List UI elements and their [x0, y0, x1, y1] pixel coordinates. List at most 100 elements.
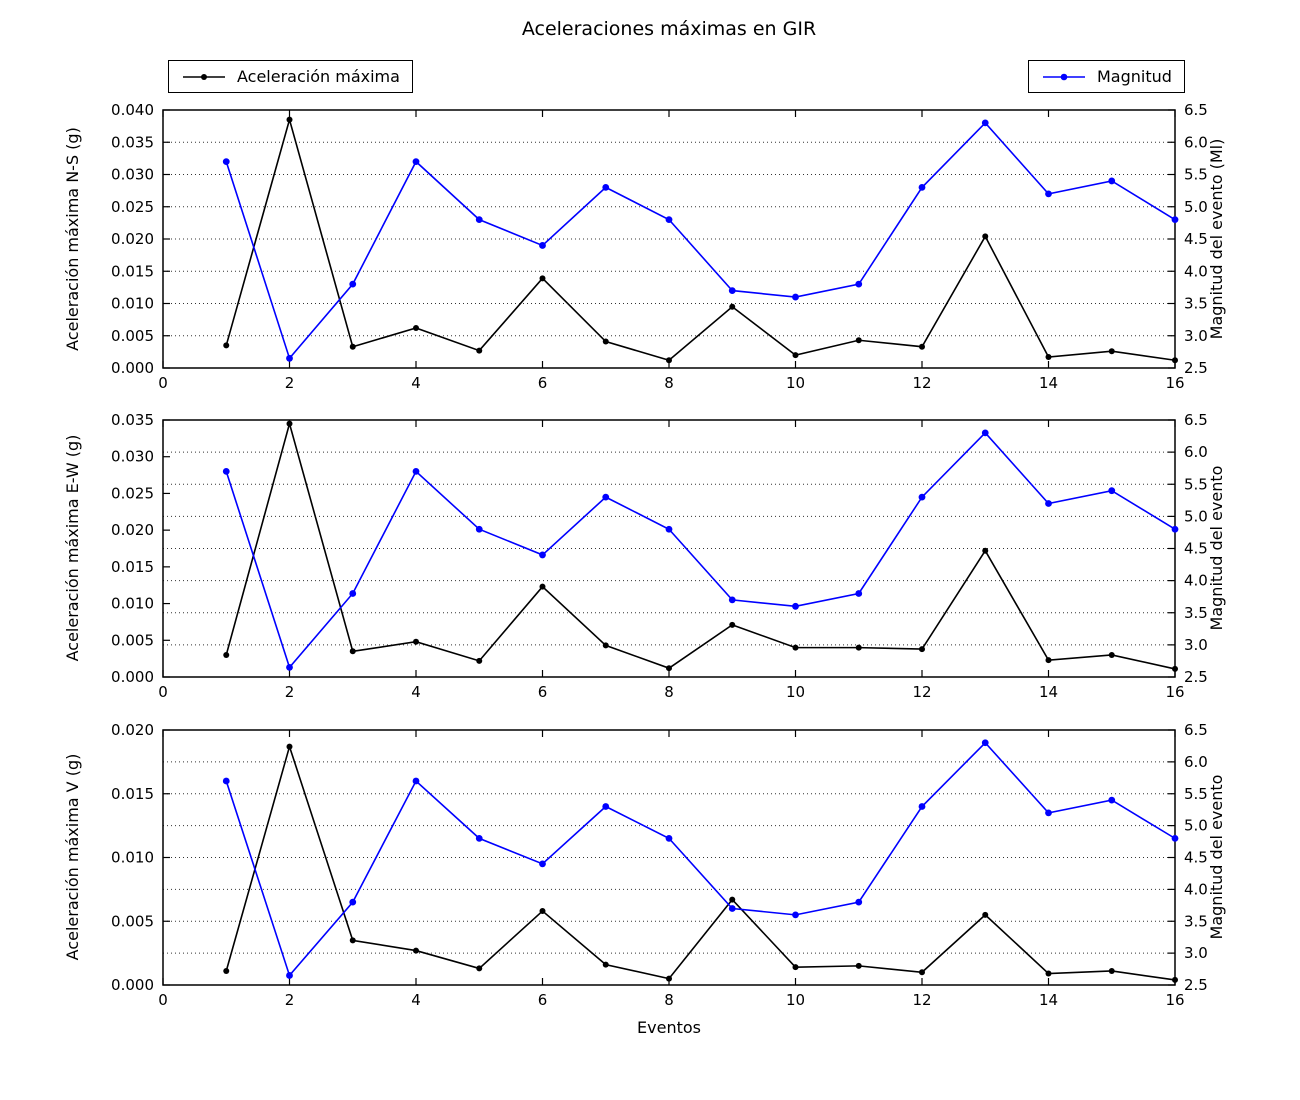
data-point-marker [286, 743, 293, 750]
data-point-marker [792, 911, 799, 919]
data-point-marker [475, 525, 483, 533]
data-point-marker [413, 638, 419, 645]
y-tick-label-right: 4.0 [1184, 572, 1208, 590]
x-tick-label: 16 [1165, 374, 1184, 392]
data-point-marker [539, 860, 546, 868]
legend-marker-dot [1060, 73, 1068, 80]
y-tick-label-left: 0.025 [111, 198, 154, 216]
data-point-marker [729, 896, 736, 903]
x-tick-label: 12 [912, 374, 931, 392]
data-point-marker [1045, 970, 1052, 977]
data-point-marker [539, 551, 546, 559]
magnitude-line [225, 741, 1176, 978]
data-point-marker [1172, 357, 1178, 364]
data-point-marker [349, 937, 356, 944]
y-tick-label-left: 0.000 [111, 668, 154, 686]
data-point-marker [412, 468, 420, 475]
data-point-marker [1045, 500, 1052, 507]
x-tick-label: 2 [285, 374, 295, 392]
data-point-marker [349, 648, 356, 655]
y-tick-label-left: 0.020 [111, 521, 154, 539]
legend-magnitude: Magnitud [1028, 60, 1185, 93]
x-tick-label: 2 [285, 991, 295, 1009]
y-tick-label-right: 4.0 [1184, 262, 1208, 280]
data-point-marker [729, 621, 736, 628]
y-tick-label-right: 3.0 [1184, 944, 1208, 962]
data-point-marker [476, 657, 483, 664]
y-tick-label-left: 0.020 [111, 721, 154, 739]
data-point-marker [1108, 967, 1115, 974]
y-tick-label-right: 3.0 [1184, 636, 1208, 654]
y-tick-label-left: 0.005 [111, 912, 154, 930]
data-point-marker [1108, 348, 1115, 355]
data-point-marker [1171, 834, 1179, 842]
y-tick-label-right: 2.5 [1184, 668, 1208, 686]
x-tick-label: 10 [786, 683, 805, 701]
data-point-marker [792, 644, 799, 651]
data-point-marker [602, 338, 609, 345]
x-tick-label: 16 [1165, 683, 1184, 701]
data-point-marker [349, 280, 357, 288]
data-point-marker [981, 119, 989, 127]
data-point-marker [539, 275, 546, 282]
y-tick-label-right: 4.5 [1184, 230, 1208, 248]
magnitude-line [225, 121, 1176, 360]
data-point-marker [981, 739, 989, 747]
data-point-marker [855, 962, 862, 969]
data-point-marker [666, 975, 672, 982]
legend-magnitude-label: Magnitud [1097, 67, 1172, 86]
data-point-marker [918, 803, 926, 810]
legend-acceleration-sample [183, 73, 225, 80]
y-tick-label-right: 4.5 [1184, 540, 1208, 558]
x-tick-label: 4 [411, 991, 421, 1009]
x-tick-label: 6 [538, 374, 548, 392]
data-point-marker [792, 964, 799, 971]
data-point-marker [918, 184, 926, 191]
data-point-marker [855, 590, 863, 597]
data-point-marker [1108, 796, 1116, 804]
data-point-marker [919, 646, 925, 653]
y-tick-label-right: 6.5 [1184, 721, 1208, 739]
y-tick-label-right: 3.5 [1184, 295, 1208, 313]
data-point-marker [728, 287, 736, 294]
y-tick-label-right: 4.0 [1184, 880, 1208, 898]
data-point-marker [1045, 354, 1052, 361]
data-point-marker [1171, 525, 1179, 533]
data-point-marker [918, 493, 926, 501]
x-tick-label: 12 [912, 991, 931, 1009]
y-tick-label-right: 5.0 [1184, 198, 1208, 216]
data-point-marker [665, 525, 673, 533]
y-tick-label-left: 0.005 [111, 631, 154, 649]
data-point-marker [855, 337, 862, 344]
magnitude-line [225, 431, 1176, 669]
x-tick-label: 12 [912, 683, 931, 701]
data-point-marker [476, 965, 483, 972]
data-point-marker [539, 908, 546, 915]
subplot-ns: 0 2 4 6 8 10 12 14 16 0.000 0.005 0.010 0.015 0.020 0.… [111, 101, 1208, 392]
data-point-marker [1108, 651, 1115, 658]
data-point-marker [286, 116, 293, 123]
legend-acceleration: Aceleración máxima [168, 60, 413, 93]
data-point-marker [223, 651, 230, 658]
data-point-marker [792, 293, 799, 301]
x-tick-label: 14 [1039, 374, 1058, 392]
ylabel-right-v: Magnitud del evento [1207, 775, 1226, 940]
y-tick-label-left: 0.015 [111, 262, 154, 280]
subplot-ew: 0 2 4 6 8 10 12 14 16 0.000 0.005 0.010 0.015 0.020 0.… [111, 411, 1208, 701]
y-tick-label-left: 0.000 [111, 359, 154, 377]
data-point-marker [349, 590, 357, 597]
data-point-marker [982, 911, 989, 918]
x-tick-label: 2 [285, 683, 295, 701]
data-point-marker [1171, 216, 1179, 224]
subplot-v: 0 2 4 6 8 10 12 14 16 0.000 0.005 0.010 0.015 0.020 2.… [111, 721, 1208, 1009]
data-point-marker [223, 967, 230, 974]
x-tick-label: 10 [786, 991, 805, 1009]
data-point-marker [1172, 976, 1178, 983]
ylabel-left-ns: Aceleración máxima N-S (g) [63, 127, 82, 351]
x-tick-label: 8 [664, 991, 674, 1009]
ylabel-right-ew: Magnitud del evento [1207, 466, 1226, 631]
data-point-marker [286, 354, 293, 362]
x-tick-label: 6 [538, 683, 548, 701]
data-point-marker [665, 216, 673, 224]
y-tick-label-right: 5.5 [1184, 166, 1208, 184]
